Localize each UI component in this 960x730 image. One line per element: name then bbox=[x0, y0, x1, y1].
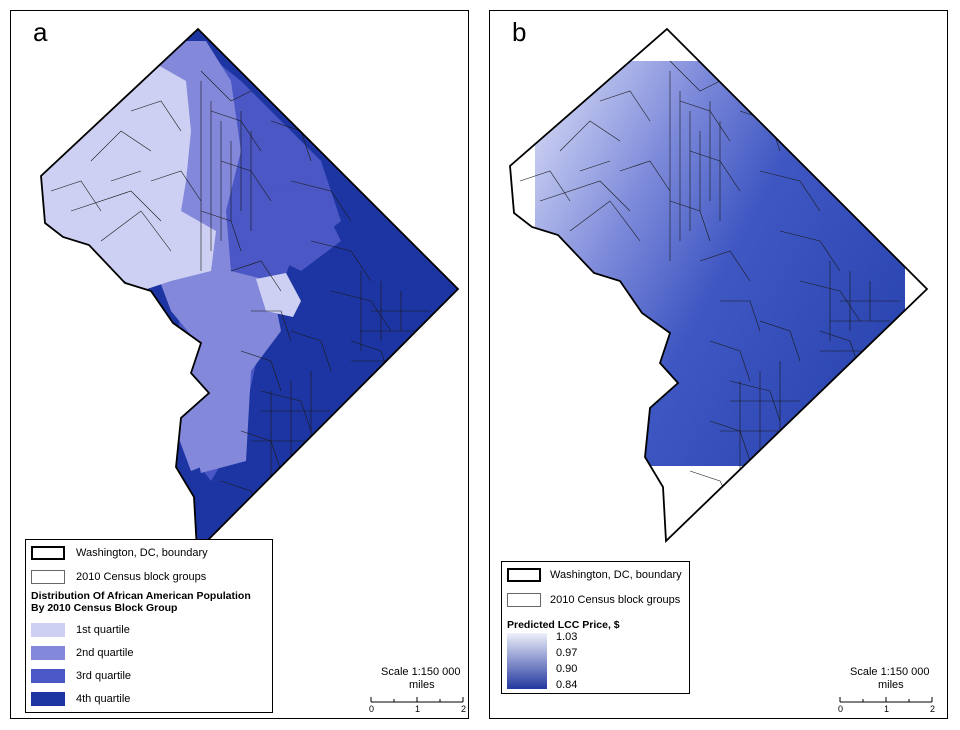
scale-tick-2-a: 2 bbox=[461, 704, 467, 714]
scale-ratio-b: Scale 1:150 000 bbox=[850, 666, 930, 678]
scale-tick-0-a: 0 bbox=[369, 704, 375, 714]
boundary-label-b: Washington, DC, boundary bbox=[550, 569, 682, 581]
scale-unit-b: miles bbox=[878, 679, 904, 691]
quartile-4-label: 4th quartile bbox=[76, 693, 131, 705]
dc-quartile-map bbox=[40, 27, 460, 554]
map-panel-b: b Washington, DC, boundary 2010 Census b… bbox=[489, 10, 948, 719]
scale-unit-a: miles bbox=[409, 679, 435, 691]
blockgroup-swatch bbox=[31, 570, 65, 584]
quartile-1-swatch bbox=[31, 623, 65, 637]
legend-title-line1: Distribution Of African American Populat… bbox=[31, 590, 251, 602]
census-blockgroups-layer-b bbox=[519, 60, 900, 502]
ramp-value-4: 0.84 bbox=[556, 679, 578, 691]
scale-tick-1-b: 1 bbox=[884, 704, 890, 714]
boundary-swatch bbox=[31, 546, 65, 560]
scale-ruler-b bbox=[839, 697, 933, 703]
dc-boundary-outline-b bbox=[509, 27, 929, 544]
ramp-value-2: 0.97 bbox=[556, 647, 578, 659]
ramp-value-3: 0.90 bbox=[556, 663, 578, 675]
quartile-1-area-small bbox=[256, 273, 301, 317]
price-color-ramp bbox=[507, 633, 547, 689]
scale-tick-1-a: 1 bbox=[415, 704, 421, 714]
quartile-3-label: 3rd quartile bbox=[76, 670, 132, 682]
boundary-swatch-b bbox=[507, 568, 541, 582]
dc-boundary-outline bbox=[40, 27, 460, 554]
legend-a: Washington, DC, boundary 2010 Census blo… bbox=[25, 539, 273, 713]
scale-ratio-a: Scale 1:150 000 bbox=[381, 666, 461, 678]
blockgroup-label-b: 2010 Census block groups bbox=[550, 594, 681, 606]
scale-tick-2-b: 2 bbox=[930, 704, 936, 714]
panel-letter-b: b bbox=[512, 17, 527, 47]
quartile-1-label: 1st quartile bbox=[76, 624, 130, 636]
ramp-title: Predicted LCC Price, $ bbox=[507, 619, 620, 631]
scale-bar-a: Scale 1:150 000 miles 0 1 2 bbox=[361, 666, 468, 716]
legend-title-line2: By 2010 Census Block Group bbox=[31, 602, 178, 614]
quartile-3-area-east bbox=[251, 181, 341, 271]
scale-bar-b: Scale 1:150 000 miles 0 1 2 bbox=[830, 666, 940, 716]
quartile-2-area-south bbox=[191, 371, 251, 473]
map-panel-a: a Washington, DC, boundary 2010 Census b… bbox=[10, 10, 469, 719]
blockgroup-label: 2010 Census block groups bbox=[76, 571, 207, 583]
scale-tick-0-b: 0 bbox=[838, 704, 844, 714]
boundary-label: Washington, DC, boundary bbox=[76, 547, 208, 559]
ramp-value-1: 1.03 bbox=[556, 631, 578, 643]
panel-letter-a: a bbox=[33, 17, 48, 47]
blockgroup-swatch-b bbox=[507, 593, 541, 607]
quartile-2-label: 2nd quartile bbox=[76, 647, 134, 659]
quartile-3-swatch bbox=[31, 669, 65, 683]
legend-b: Washington, DC, boundary 2010 Census blo… bbox=[501, 561, 690, 694]
quartile-4-swatch bbox=[31, 692, 65, 706]
scale-ruler-a bbox=[370, 697, 464, 703]
dc-price-map bbox=[509, 27, 929, 544]
quartile-2-swatch bbox=[31, 646, 65, 660]
